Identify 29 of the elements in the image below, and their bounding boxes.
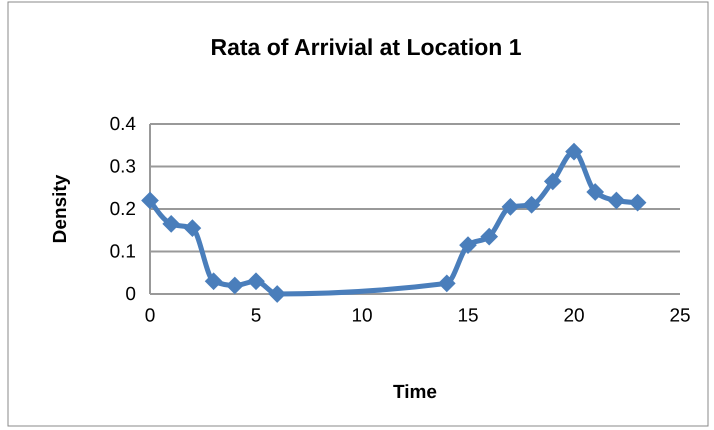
x-axis-title: Time xyxy=(392,382,438,403)
y-tick-label: 0.1 xyxy=(110,242,136,263)
point xyxy=(565,142,583,160)
point xyxy=(459,236,477,254)
chart-title: Rata of Arrivial at Location 1 xyxy=(210,34,522,60)
y-tick-label: 0.3 xyxy=(110,156,136,178)
point xyxy=(480,228,498,246)
point xyxy=(141,192,159,210)
point xyxy=(204,272,222,290)
point xyxy=(608,192,626,210)
point xyxy=(522,196,540,214)
point xyxy=(628,194,646,212)
x-tick-label: 25 xyxy=(669,305,691,326)
x-tick-label: 10 xyxy=(351,305,373,326)
point xyxy=(162,215,180,233)
x-tick-label: 5 xyxy=(250,305,262,326)
point xyxy=(438,274,456,292)
point xyxy=(502,198,520,216)
y-axis-title: Density xyxy=(50,174,71,244)
y-tick-label: 0.2 xyxy=(110,199,136,220)
point xyxy=(586,183,604,201)
x-tick-label: 0 xyxy=(144,305,156,326)
point xyxy=(544,172,562,190)
x-tick-label: 15 xyxy=(457,305,479,326)
point xyxy=(247,272,265,290)
y-tick-label: 0.4 xyxy=(110,114,136,136)
point xyxy=(184,219,202,237)
x-tick-label: 20 xyxy=(563,305,585,326)
y-tick-label: 0 xyxy=(125,284,136,306)
